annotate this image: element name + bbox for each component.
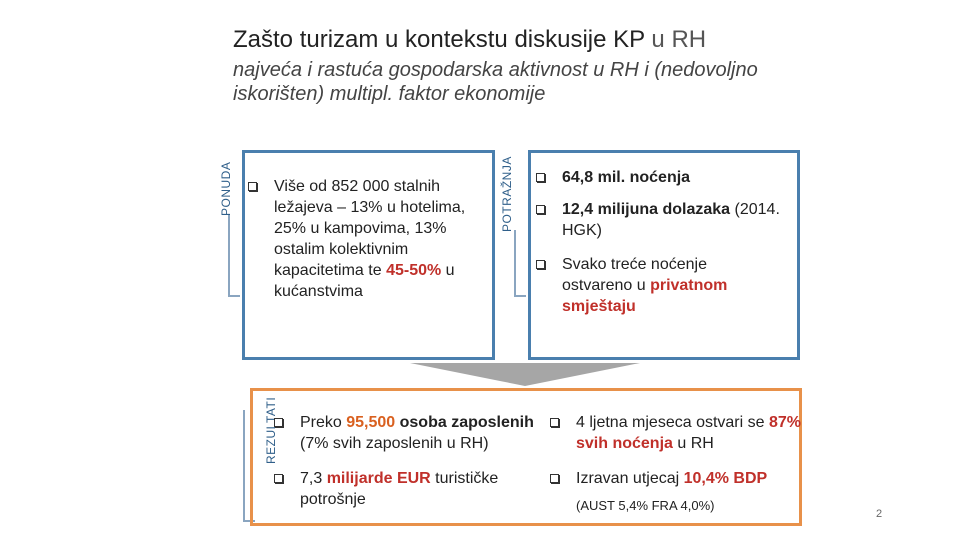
text: 64,8 mil. noćenja: [562, 169, 691, 186]
bullet: [536, 173, 545, 182]
title-suffix: u RH: [651, 26, 707, 53]
potraznja-item: 64,8 mil. noćenja: [530, 167, 792, 188]
bracket: [514, 230, 526, 297]
bracket: [243, 410, 255, 522]
text: (7% svih zaposlenih u RH): [300, 435, 489, 452]
highlight: privatnom smještaju: [562, 277, 728, 315]
ponuda-box: [242, 150, 495, 360]
panel-label: POTRAŽNJA: [500, 156, 514, 232]
bullet: [274, 418, 283, 427]
text: Svako treće noćenje ostvareno u: [562, 256, 707, 294]
page-number: 2: [876, 508, 883, 520]
text: 4 ljetna mjeseca ostvari se: [576, 414, 769, 431]
bullet: [550, 474, 559, 483]
text: 12,4 milijuna dolazaka: [562, 201, 731, 218]
text: u kućanstvima: [274, 262, 455, 300]
rezultati-item: 4 ljetna mjeseca ostvari se 87% svih noć…: [544, 412, 801, 454]
highlight: milijarde EUR: [326, 470, 431, 487]
title: Zašto turizam u kontekstu diskusije KP u…: [233, 26, 706, 54]
arrow-shape: [410, 363, 640, 386]
text: turističke potrošnje: [300, 470, 499, 508]
text: 7,3: [300, 470, 327, 487]
bullet: [550, 418, 559, 427]
note: (AUST 5,4% FRA 4,0%): [576, 498, 715, 513]
text: Preko: [300, 414, 347, 431]
bullet: [274, 474, 283, 483]
highlight: 95,500: [346, 414, 396, 431]
rezultati-item: Preko 95,500 osoba zaposlenih (7% svih z…: [268, 412, 565, 454]
highlight: 10,4% BDP: [683, 470, 768, 487]
arrow: [410, 363, 640, 386]
text: osoba zaposlenih: [395, 414, 534, 431]
text: u RH: [672, 435, 714, 452]
rezultati-box: [250, 388, 802, 526]
rezultati-item: Izravan utjecaj 10,4% BDP (AUST 5,4% FRA …: [544, 468, 801, 516]
subtitle: najveća i rastuća gospodarska aktivnost …: [233, 59, 758, 105]
ponuda-item: Više od 852 000 stalnih ležajeva – 13% u…: [242, 176, 484, 302]
text: Izravan utjecaj: [576, 470, 684, 487]
potraznja-item: 12,4 milijuna dolazaka (2014. HGK): [530, 199, 792, 241]
potraznja-item: Svako treće noćenje ostvareno u privatno…: [530, 254, 772, 317]
title-main: Zašto turizam u kontekstu diskusije KP: [233, 26, 645, 53]
highlight: 45-50%: [386, 262, 442, 279]
text: (2014. HGK): [562, 201, 780, 239]
rezultati-item: 7,3 milijarde EUR turističke potrošnje: [268, 468, 540, 510]
bracket: [228, 215, 240, 297]
potraznja-box: [528, 150, 800, 360]
bullet: [248, 182, 257, 191]
bullet: [536, 260, 545, 269]
bullet: [536, 205, 545, 214]
text: Više od 852 000 stalnih ležajeva – 13% u…: [274, 178, 466, 279]
panel-label: PONUDA: [219, 161, 233, 216]
highlight: 87% svih noćenja: [576, 414, 802, 452]
